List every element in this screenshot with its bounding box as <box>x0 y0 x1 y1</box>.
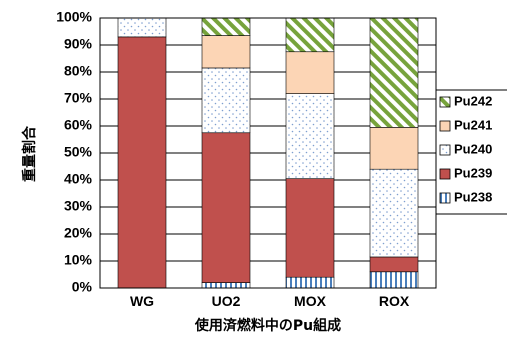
y-tick-label: 90% <box>64 36 93 52</box>
legend-swatch-pu241 <box>439 120 451 132</box>
bar-segment-mox-pu240 <box>285 93 335 179</box>
legend: Pu242 Pu241 Pu240 Pu239 Pu238 <box>435 89 507 215</box>
bar-segment-mox-pu242 <box>285 17 335 53</box>
bar-segment-uo2-pu240 <box>201 67 251 134</box>
y-tick-label: 60% <box>64 117 93 133</box>
legend-swatch-pu238 <box>439 192 451 204</box>
legend-label-pu242: Pu242 <box>454 93 492 108</box>
bar-segment-rox-pu239 <box>369 256 419 273</box>
bar-segment-uo2-pu238 <box>201 282 251 289</box>
x-tick-label: MOX <box>294 293 327 309</box>
y-tick-label: 80% <box>64 63 93 79</box>
legend-swatch-pu239 <box>439 168 451 180</box>
bars <box>117 17 419 289</box>
legend-label-pu241: Pu241 <box>454 117 492 132</box>
y-tick-label: 100% <box>56 9 92 25</box>
y-tick-label: 40% <box>64 171 93 187</box>
legend-label-pu238: Pu238 <box>454 189 492 204</box>
bar-segment-rox-pu240 <box>369 168 419 258</box>
legend-swatch-pu242 <box>439 96 451 108</box>
y-tick-label: 0% <box>72 279 93 295</box>
y-tick-label: 70% <box>64 90 93 106</box>
bar-segment-rox-pu238 <box>369 271 419 289</box>
y-axis-title: 重量割合 <box>21 125 38 182</box>
legend-label-pu240: Pu240 <box>454 141 492 156</box>
bar-segment-rox-pu242 <box>369 17 419 128</box>
x-tick-label: ROX <box>379 293 410 309</box>
x-tick-label: UO2 <box>212 293 241 309</box>
bar-segment-uo2-pu242 <box>201 17 251 36</box>
y-tick-label: 50% <box>64 144 93 160</box>
bar-segment-wg-pu239 <box>117 36 167 289</box>
bar-segment-mox-pu238 <box>285 276 335 289</box>
axes: 0% 10% 20% 30% 40% 50% 60% 70% 80% 90% 100% WG UO2 MO… <box>56 9 437 309</box>
bar-segment-mox-pu239 <box>285 178 335 278</box>
y-tick-label: 20% <box>64 225 93 241</box>
bar-segment-uo2-pu239 <box>201 132 251 283</box>
bar-segment-uo2-pu241 <box>201 35 251 69</box>
bar-segment-mox-pu241 <box>285 51 335 94</box>
x-axis-title: 使用済燃料中のPu組成 <box>194 317 341 334</box>
bar-segment-rox-pu241 <box>369 127 419 170</box>
legend-label-pu239: Pu239 <box>454 165 492 180</box>
x-tick-label: WG <box>130 293 154 309</box>
y-tick-label: 10% <box>64 252 93 268</box>
legend-swatch-pu240 <box>439 144 451 156</box>
y-tick-label: 30% <box>64 198 93 214</box>
bar-segment-wg-pu240 <box>117 17 167 38</box>
